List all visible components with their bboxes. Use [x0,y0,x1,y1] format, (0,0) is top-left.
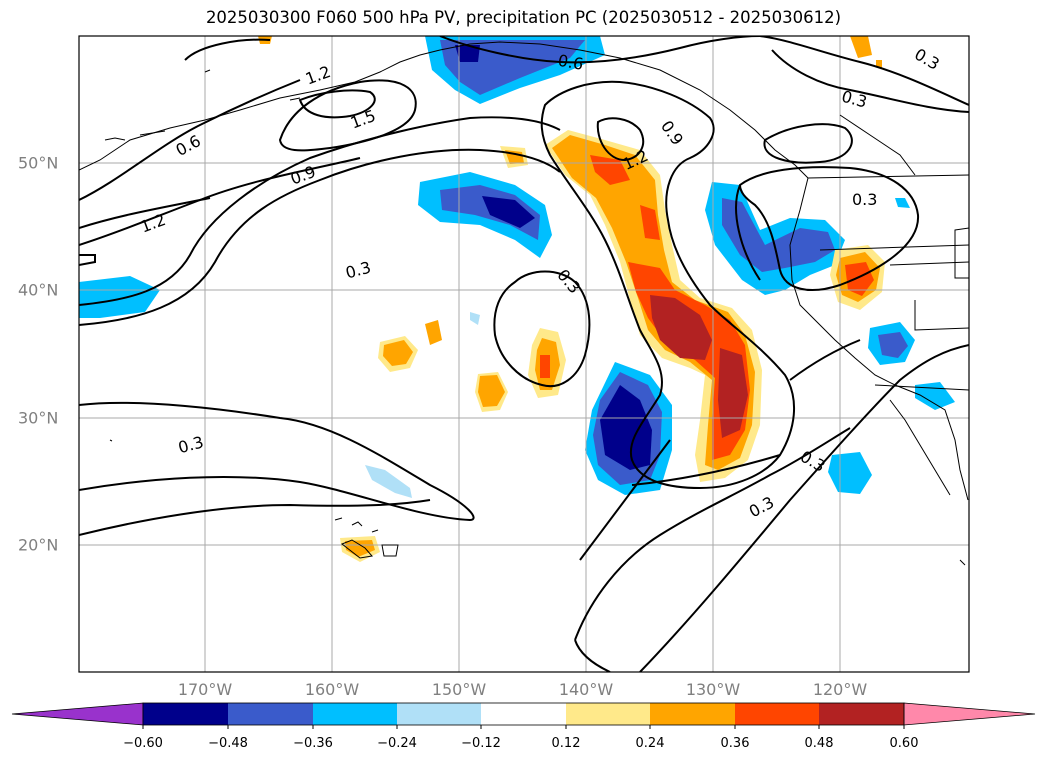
colorbar-tick-label: 0.60 [889,736,919,751]
lon-tick-label: 160°W [304,680,360,699]
gridlines [79,36,969,672]
colorbar-extend-low [11,702,144,726]
colorbar-extend-high [903,702,1036,726]
map-frame [78,35,970,673]
colorbar-segment [650,703,735,725]
contour-label: 0.3 [746,493,777,522]
lat-tick-label: 50°N [18,153,59,173]
colorbar-tick-label: −0.12 [461,736,501,751]
lon-tick-label: 170°W [177,680,233,699]
contour-label: 1.5 [348,106,378,133]
colorbar-tick-label: 0.36 [720,736,750,751]
lat-tick-label: 20°N [18,535,59,555]
colorbar-segment [397,703,481,725]
colorbar-segment [566,703,650,725]
colorbar-segment [481,703,566,725]
map-title: 2025030300 F060 500 hPa PV, precipitatio… [205,8,842,27]
colorbar-segment [819,703,904,725]
lon-tick-label: 120°W [812,680,868,699]
colorbar-tick-label: −0.24 [377,736,417,751]
lon-tick-label: 130°W [685,680,741,699]
contour-label: 0.6 [556,51,584,74]
contour-label: 1.2 [303,62,333,89]
contour-label: 0.3 [840,87,870,112]
contour-label: 0.3 [911,45,943,74]
colorbar-tick-label: −0.36 [293,736,333,751]
contour-label: 0.3 [343,258,373,283]
lon-tick-label: 140°W [558,680,614,699]
contour-label: 0.3 [852,190,877,209]
contour-label: 0.3 [797,447,829,476]
coastlines [79,41,969,566]
colorbar-tick-label: −0.60 [123,736,163,751]
colorbar-tick-label: −0.48 [208,736,248,751]
pv-contours [79,36,969,672]
lat-tick-label: 30°N [18,408,59,428]
lon-tick-label: 150°W [431,680,487,699]
contour-label: 0.9 [657,117,687,149]
neg-region-west [79,276,160,318]
contour-label: 0.6 [173,131,204,160]
colorbar-segment [313,703,397,725]
colorbar-segment [143,703,228,725]
contour-label: 0.3 [176,432,206,457]
colorbar-tick-label: 0.48 [804,736,834,751]
lat-tick-label: 40°N [18,280,59,300]
colorbar-tick-label: 0.12 [551,736,581,751]
colorbar-segment [228,703,313,725]
contour-labels: 1.2 1.5 0.6 0.6 0.9 1.2 0.9 1.2 0.3 0.3 … [138,45,943,522]
colorbar-tick-label: 0.24 [635,736,665,751]
colorbar-segment [735,703,819,725]
contour-label: 0.3 [553,265,584,297]
precip-shading [79,36,955,562]
colorbar [11,702,1036,729]
